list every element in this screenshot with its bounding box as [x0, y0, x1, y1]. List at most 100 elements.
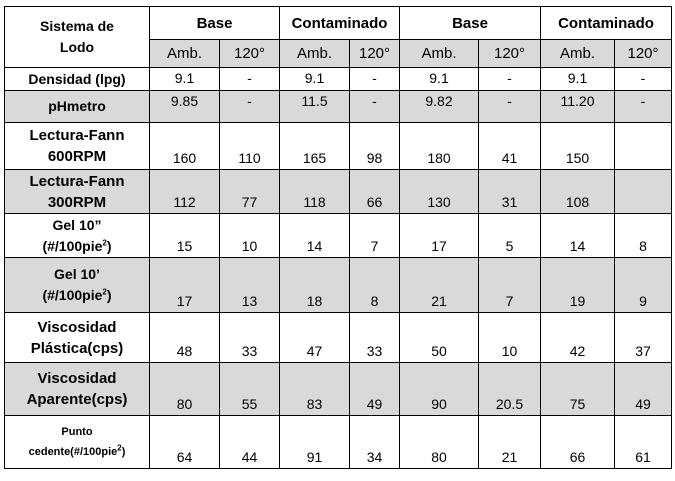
- table-cell: 5: [478, 213, 541, 258]
- group-header-base-2: Base: [399, 6, 541, 40]
- table-cell: 14: [540, 213, 615, 258]
- table-row: pHmetro 9.85 - 11.5 - 9.82 - 11.20 -: [4, 90, 672, 123]
- table-cell: 37: [614, 312, 672, 363]
- table-cell: 7: [349, 213, 400, 258]
- superscript: 2: [102, 237, 107, 247]
- table-cell: 83: [279, 362, 350, 416]
- row-label-text: ): [106, 237, 112, 254]
- row-label-text: 300RPM: [47, 193, 107, 211]
- row-label-text: pHmetro: [48, 98, 106, 114]
- table-cell: -: [478, 90, 541, 123]
- table-cell: 9.1: [540, 67, 615, 91]
- group-header-contaminado-1: Contaminado: [279, 6, 400, 40]
- subheader-cell: 120°: [614, 39, 672, 68]
- row-label: pHmetro: [4, 90, 150, 123]
- superscript: 2: [102, 287, 107, 297]
- table-cell: 10: [219, 213, 280, 258]
- subheader-cell: Amb.: [399, 39, 479, 68]
- table-cell: 18: [279, 257, 350, 313]
- row-label-text: Viscosidad: [37, 318, 117, 336]
- table-row: Viscosidad Plástica(cps) 48 33 47 33 50 …: [4, 312, 672, 363]
- system-header-cell: Sistema de Lodo: [4, 6, 150, 68]
- table-cell: 66: [540, 415, 615, 469]
- row-label-text: (#/100pie: [42, 237, 103, 254]
- row-label: Gel 10” (#/100pie2): [4, 213, 150, 258]
- table-cell: 20.5: [478, 362, 541, 416]
- table-cell: 21: [478, 415, 541, 469]
- table-cell: -: [349, 67, 400, 91]
- table-cell: 9.1: [399, 67, 479, 91]
- table-cell: 118: [279, 169, 350, 214]
- table-cell: 91: [279, 415, 350, 469]
- table-row: Gel 10’ (#/100pie2) 17 13 18 8 21 7 19 9: [4, 257, 672, 313]
- subheader-cell: 120°: [219, 39, 280, 68]
- row-label-text: Viscosidad: [37, 370, 117, 387]
- table-cell: 66: [349, 169, 400, 214]
- table-cell: 50: [399, 312, 479, 363]
- table-cell: 55: [219, 362, 280, 416]
- table-cell: 98: [349, 122, 400, 170]
- table-cell: 8: [349, 257, 400, 313]
- table-cell: 80: [149, 362, 220, 416]
- superscript: 2: [117, 443, 122, 453]
- table-cell: -: [478, 67, 541, 91]
- table-cell: 21: [399, 257, 479, 313]
- system-label-line2: Lodo: [59, 39, 95, 55]
- table-cell: 10: [478, 312, 541, 363]
- subheader-cell: 120°: [349, 39, 400, 68]
- table-cell: 110: [219, 122, 280, 170]
- table-cell: 33: [219, 312, 280, 363]
- row-label: Lectura-Fann 600RPM: [4, 122, 150, 170]
- table-cell: 61: [614, 415, 672, 469]
- subheader-cell: Amb.: [540, 39, 615, 68]
- row-label-text: ): [106, 287, 112, 303]
- table-cell: -: [219, 90, 280, 123]
- row-label-text: Aparente(cps): [26, 391, 128, 408]
- row-label: Gel 10’ (#/100pie2): [4, 257, 150, 313]
- table-cell: -: [614, 90, 672, 123]
- row-label-text: ): [121, 446, 126, 458]
- table-row: Punto cedente(#/100pie2) 64 44 91 34 80 …: [4, 415, 672, 469]
- row-label-text: Lectura-Fann: [29, 127, 125, 144]
- table-cell: 33: [349, 312, 400, 363]
- system-label-line1: Sistema de: [40, 18, 114, 34]
- table-cell: 75: [540, 362, 615, 416]
- table-cell: 31: [478, 169, 541, 214]
- table-row: Densidad (lpg) 9.1 - 9.1 - 9.1 - 9.1 -: [4, 67, 672, 91]
- table-cell: 64: [149, 415, 220, 469]
- table-cell: [614, 169, 672, 214]
- table-cell: 42: [540, 312, 615, 363]
- table-cell: 14: [279, 213, 350, 258]
- row-label-text: Gel 10”: [52, 216, 102, 233]
- row-label-text: (#/100pie: [42, 287, 103, 303]
- table-cell: 41: [478, 122, 541, 170]
- table-cell: 11.5: [279, 90, 350, 123]
- row-label-text: Gel 10’: [54, 266, 100, 282]
- header-row-groups: Sistema de Lodo Base Contaminado Base Co…: [4, 6, 672, 68]
- table-cell: 17: [399, 213, 479, 258]
- table-cell: 9.85: [149, 90, 220, 123]
- table-row: Viscosidad Aparente(cps) 80 55 83 49 90 …: [4, 362, 672, 416]
- table-cell: 9: [614, 257, 672, 313]
- table-row: Lectura-Fann 600RPM 160 110 165 98 180 4…: [4, 122, 672, 170]
- table-cell: 9.1: [149, 67, 220, 91]
- subheader-cell: 120°: [478, 39, 541, 68]
- mud-properties-table: Sistema de Lodo Base Contaminado Base Co…: [4, 6, 672, 469]
- table-cell: -: [349, 90, 400, 123]
- table-cell: 44: [219, 415, 280, 469]
- header-row-conditions: Amb. 120° Amb. 120° Amb. 120° Amb. 120°: [5, 39, 672, 68]
- table-cell: 150: [540, 122, 615, 170]
- subheader-cell: Amb.: [279, 39, 350, 68]
- row-label-text: 600RPM: [47, 148, 107, 165]
- table-cell: 112: [149, 169, 220, 214]
- table-cell: 130: [399, 169, 479, 214]
- row-label: Punto cedente(#/100pie2): [4, 415, 150, 469]
- table-cell: 11.20: [540, 90, 615, 123]
- subheader-cell: Amb.: [149, 39, 220, 68]
- table-cell: 180: [399, 122, 479, 170]
- table-cell: 77: [219, 169, 280, 214]
- table-cell: 48: [149, 312, 220, 363]
- row-label-text: Densidad (lpg): [28, 70, 126, 87]
- table-cell: 15: [149, 213, 220, 258]
- table-cell: -: [614, 67, 672, 91]
